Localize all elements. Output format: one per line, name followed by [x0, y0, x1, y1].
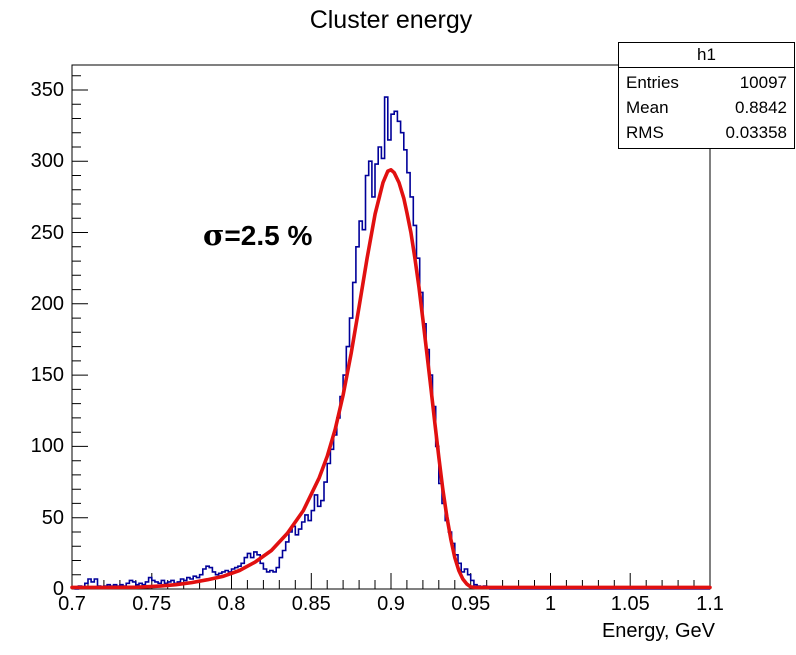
stats-row: Mean 0.8842 [619, 95, 794, 120]
y-tick-label: 250 [30, 221, 64, 244]
stats-box: h1 Entries 10097 Mean 0.8842 RMS 0.03358 [618, 42, 795, 149]
plot-frame [71, 64, 711, 590]
x-tick-label: 1.05 [610, 593, 650, 615]
x-axis-title: Energy, GeV [601, 620, 715, 642]
stats-box-title: h1 [619, 43, 794, 68]
sigma-annotation-text: =2.5 % [224, 220, 313, 251]
x-tick-label: 0.85 [291, 593, 331, 615]
stats-row: RMS 0.03358 [619, 120, 794, 145]
y-tick-label: 300 [30, 150, 64, 173]
stats-row-label: RMS [626, 123, 664, 142]
x-tick-label: 0.8 [217, 593, 246, 615]
x-tick-label: 1.1 [696, 593, 724, 615]
stats-row-label: Entries [626, 73, 679, 92]
stats-row-label: Mean [626, 98, 669, 117]
x-tick-label: 1 [544, 593, 557, 615]
y-tick-label: 100 [30, 435, 64, 458]
y-axis-ticks [72, 75, 88, 590]
stats-row-value: 0.8842 [735, 98, 787, 117]
y-tick-label: 50 [41, 506, 64, 529]
x-tick-label: 0.7 [58, 593, 86, 615]
x-tick-label: 0.95 [451, 593, 491, 615]
x-tick-label: 0.9 [377, 593, 405, 615]
stats-row-value: 10097 [739, 73, 787, 92]
stats-rows: Entries 10097 Mean 0.8842 RMS 0.03358 [619, 68, 794, 148]
y-tick-label: 200 [30, 292, 64, 315]
sigma-annotation: σ=2.5 % [203, 218, 312, 252]
histogram-line [71, 96, 710, 590]
x-tick-label: 0.75 [132, 593, 172, 615]
stats-row: Entries 10097 [619, 70, 794, 95]
y-tick-label: 150 [30, 364, 64, 387]
stats-row-value: 0.03358 [725, 123, 787, 142]
fit-curve [70, 168, 712, 590]
y-tick-label: 0 [52, 578, 64, 600]
chart-title: Cluster energy [309, 6, 473, 34]
sigma-symbol: σ [203, 218, 225, 252]
y-tick-label: 350 [30, 78, 64, 101]
